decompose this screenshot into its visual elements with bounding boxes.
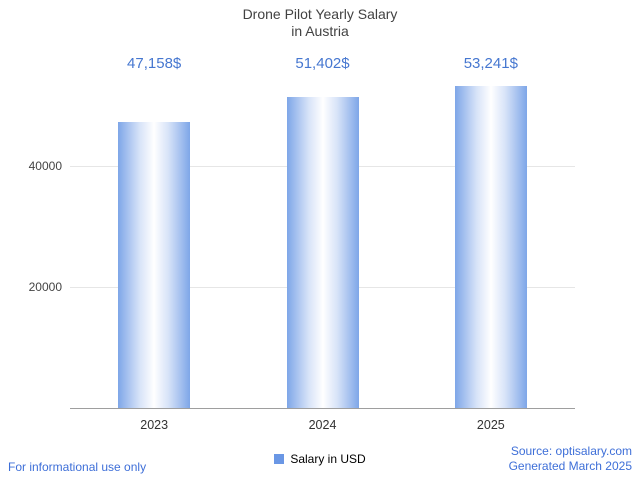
chart-legend: Salary in USD <box>0 452 640 466</box>
chart-title-line1: Drone Pilot Yearly Salary <box>242 6 398 22</box>
chart-title-line2: in Austria <box>291 23 349 39</box>
y-tick-label: 40000 <box>28 158 62 173</box>
legend-swatch-icon <box>274 454 285 464</box>
x-axis-label: 2024 <box>308 418 337 432</box>
y-tick-label: 20000 <box>28 279 62 294</box>
x-axis-label: 2023 <box>140 418 169 432</box>
legend-label: Salary in USD <box>290 452 366 466</box>
bar-2024 <box>286 96 359 408</box>
source-line: Source: optisalary.com <box>510 444 632 458</box>
generated-line: Generated March 2025 <box>508 459 632 473</box>
x-axis-label: 2025 <box>476 418 505 432</box>
chart-title: Drone Pilot Yearly Salary in Austria <box>0 6 640 40</box>
x-axis-line <box>70 408 575 409</box>
bar-value-label: 47,158$ <box>127 55 182 72</box>
bar-2025 <box>454 85 527 408</box>
bar-value-label: 53,241$ <box>463 55 518 72</box>
bar-2023 <box>118 122 191 408</box>
bar-value-label: 51,402$ <box>295 55 350 72</box>
source-attribution: Source: optisalary.com Generated March 2… <box>509 444 632 474</box>
disclaimer-text: For informational use only <box>8 460 147 474</box>
